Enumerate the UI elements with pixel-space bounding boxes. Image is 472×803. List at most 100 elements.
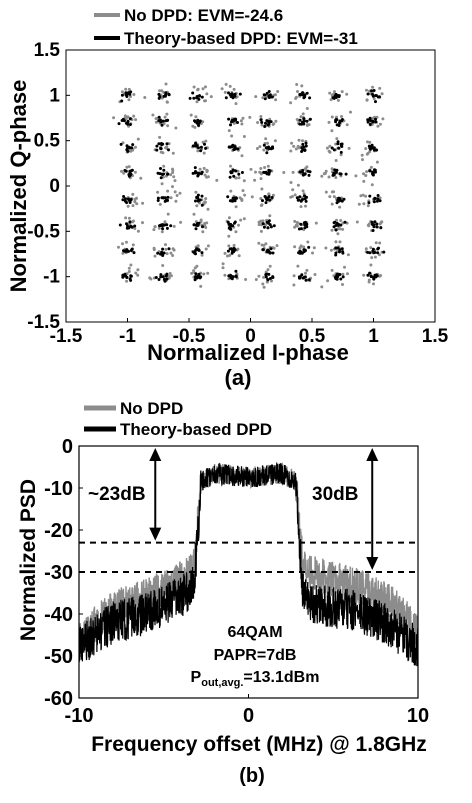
constellation-point-no-dpd xyxy=(242,217,246,221)
constellation-point-dpd xyxy=(307,278,311,282)
info-pout-main: P xyxy=(191,669,202,686)
constellation-point-no-dpd xyxy=(229,189,233,193)
x-tick-label-b: 0 xyxy=(243,705,254,727)
constellation-point-dpd xyxy=(198,119,202,123)
constellation-point-no-dpd xyxy=(259,229,263,233)
constellation-point-no-dpd xyxy=(125,165,129,169)
constellation-point-no-dpd xyxy=(294,97,298,100)
constellation-point-no-dpd xyxy=(127,87,131,91)
constellation-point-no-dpd xyxy=(227,234,231,238)
axis-ticks-a: -1.5 -1 -0.5 0 0.5 1 1.5 1.5 1 0.5 0 -0.5 -1 -1.5 xyxy=(27,40,448,347)
constellation-point-no-dpd xyxy=(354,174,358,178)
constellation-point-no-dpd xyxy=(328,91,332,95)
constellation-point-no-dpd xyxy=(133,227,137,230)
constellation-point-dpd xyxy=(366,273,370,277)
constellation-point-dpd xyxy=(194,141,197,145)
constellation-point-dpd xyxy=(127,91,130,95)
constellation-point-no-dpd xyxy=(330,93,334,97)
constellation-point-dpd xyxy=(165,142,169,146)
constellation-point-dpd xyxy=(194,227,198,231)
constellation-point-no-dpd xyxy=(241,116,245,120)
constellation-point-dpd xyxy=(382,250,386,254)
constellation-point-no-dpd xyxy=(204,85,207,89)
constellation-point-dpd xyxy=(167,148,170,152)
constellation-point-no-dpd xyxy=(369,246,373,250)
constellation-point-dpd xyxy=(228,145,232,149)
constellation-point-no-dpd xyxy=(368,140,372,144)
constellation-point-no-dpd xyxy=(135,202,139,206)
constellation-point-no-dpd xyxy=(200,253,204,257)
constellation-point-dpd xyxy=(304,220,307,224)
constellation-point-dpd xyxy=(269,225,273,229)
constellation-point-no-dpd xyxy=(160,230,164,234)
constellation-point-no-dpd xyxy=(129,263,133,267)
constellation-point-dpd xyxy=(263,97,267,101)
constellation-point-dpd xyxy=(338,119,342,123)
constellation-point-dpd xyxy=(343,220,347,224)
constellation-point-dpd xyxy=(192,96,196,100)
constellation-point-dpd xyxy=(371,170,375,174)
constellation-point-dpd xyxy=(334,228,338,232)
constellation-point-no-dpd xyxy=(296,183,300,187)
constellation-point-dpd xyxy=(165,118,169,122)
constellation-point-dpd xyxy=(367,201,371,205)
constellation-point-no-dpd xyxy=(221,266,225,270)
constellation-point-no-dpd xyxy=(237,176,241,180)
constellation-point-no-dpd xyxy=(227,244,231,248)
constellation-point-dpd xyxy=(126,146,130,150)
constellation-point-no-dpd xyxy=(260,243,264,247)
constellation-point-dpd xyxy=(299,227,303,231)
constellation-point-no-dpd xyxy=(154,120,158,124)
y-tick-label-b: -60 xyxy=(44,688,73,710)
constellation-point-dpd xyxy=(160,250,164,254)
constellation-point-dpd xyxy=(332,148,336,152)
constellation-point-no-dpd xyxy=(124,216,128,220)
constellation-point-dpd xyxy=(334,120,338,124)
constellation-point-dpd xyxy=(340,145,344,148)
constellation-point-no-dpd xyxy=(339,219,343,222)
constellation-point-dpd xyxy=(339,223,343,227)
constellation-point-dpd xyxy=(271,276,275,279)
constellation-point-dpd xyxy=(125,95,129,98)
constellation-point-dpd xyxy=(377,246,380,250)
y-tick-label-a: 1.5 xyxy=(34,40,61,61)
constellation-point-dpd xyxy=(129,274,133,278)
constellation-point-no-dpd xyxy=(174,199,178,203)
constellation-point-dpd xyxy=(376,194,380,197)
constellation-point-no-dpd xyxy=(158,202,162,206)
constellation-point-no-dpd xyxy=(127,165,131,169)
constellation-point-no-dpd xyxy=(157,226,161,230)
constellation-point-no-dpd xyxy=(295,83,299,86)
constellation-point-no-dpd xyxy=(136,273,140,277)
constellation-point-dpd xyxy=(334,92,338,96)
constellation-point-dpd xyxy=(157,142,161,146)
legend-label-no-dpd: No DPD: EVM=-24.6 xyxy=(124,6,283,25)
constellation-point-dpd xyxy=(125,201,129,205)
constellation-point-dpd xyxy=(156,199,160,202)
constellation-point-no-dpd xyxy=(261,282,265,286)
constellation-point-dpd xyxy=(119,142,123,146)
constellation-point-no-dpd xyxy=(373,255,377,259)
constellation-point-no-dpd xyxy=(153,254,157,258)
annotation-arrow-head xyxy=(366,448,379,461)
constellation-point-no-dpd xyxy=(134,271,138,275)
constellation-point-no-dpd xyxy=(292,283,296,287)
constellation-point-no-dpd xyxy=(359,194,363,198)
constellation-point-dpd xyxy=(229,274,233,277)
constellation-point-dpd xyxy=(308,170,312,174)
constellation-point-no-dpd xyxy=(205,221,209,225)
constellation-point-no-dpd xyxy=(232,243,236,247)
constellation-point-no-dpd xyxy=(204,197,208,201)
constellation-point-no-dpd xyxy=(191,124,195,128)
constellation-point-no-dpd xyxy=(168,271,172,275)
constellation-point-dpd xyxy=(161,275,165,279)
constellation-point-dpd xyxy=(307,245,311,249)
constellation-point-no-dpd xyxy=(261,219,265,223)
constellation-point-dpd xyxy=(161,173,165,176)
constellation-point-no-dpd xyxy=(335,115,338,119)
constellation-point-no-dpd xyxy=(375,160,379,164)
constellation-point-dpd xyxy=(372,146,376,150)
constellation-point-dpd xyxy=(120,93,124,97)
constellation-point-no-dpd xyxy=(235,95,239,99)
constellation-point-no-dpd xyxy=(298,246,302,249)
